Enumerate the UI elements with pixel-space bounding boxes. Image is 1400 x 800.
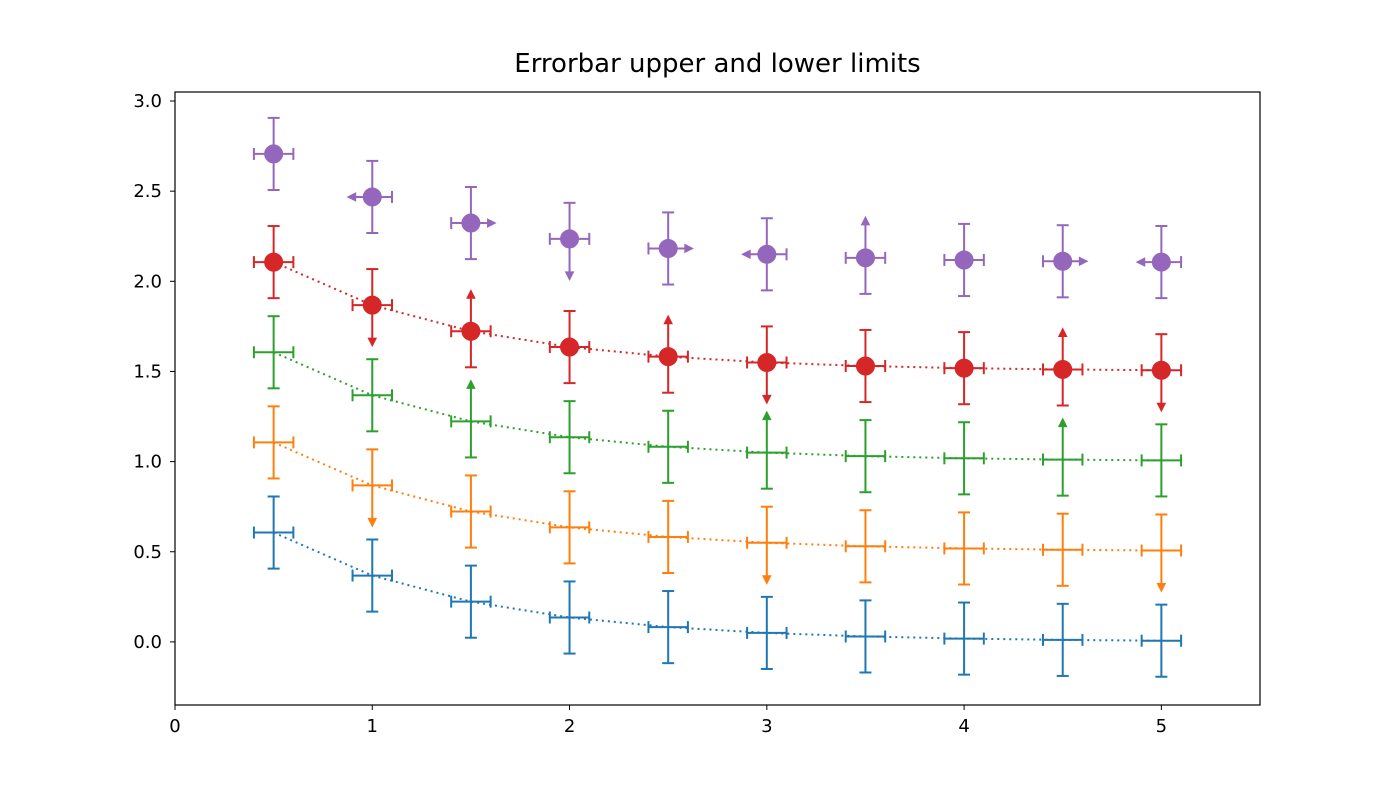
y-tick-label: 1.0 — [133, 452, 162, 473]
limit-arrow — [861, 216, 871, 226]
series-marker — [856, 357, 874, 375]
series-marker — [462, 214, 480, 232]
series-marker — [659, 348, 677, 366]
series-marker — [265, 253, 283, 271]
axes-frame — [175, 92, 1260, 705]
y-tick-label: 1.5 — [133, 361, 162, 382]
limit-arrow — [466, 289, 476, 299]
series-marker — [561, 230, 579, 248]
limit-arrow — [1157, 403, 1167, 413]
limit-arrow — [367, 338, 377, 348]
series-red — [254, 226, 1181, 412]
x-tick-label: 3 — [761, 716, 772, 737]
series-marker — [856, 249, 874, 267]
series-marker — [363, 296, 381, 314]
series-marker — [363, 188, 381, 206]
limit-arrow — [684, 244, 694, 254]
series-orange — [254, 406, 1181, 592]
x-tick-label: 1 — [367, 716, 378, 737]
chart-title: Errorbar upper and lower limits — [514, 49, 920, 79]
x-tick-label: 5 — [1156, 716, 1167, 737]
series-marker — [758, 245, 776, 263]
series-marker — [265, 145, 283, 163]
limit-arrow — [367, 518, 377, 528]
series-marker — [462, 322, 480, 340]
series-marker — [1054, 360, 1072, 378]
series-purple — [254, 118, 1181, 298]
series-green — [254, 316, 1181, 496]
series-marker — [1152, 361, 1170, 379]
plot-group — [254, 118, 1181, 677]
series-marker — [758, 353, 776, 371]
limit-arrow — [1079, 256, 1089, 266]
series-marker — [1152, 253, 1170, 271]
x-tick-label: 0 — [169, 716, 180, 737]
x-tick-label: 2 — [564, 716, 575, 737]
limit-arrow — [347, 192, 357, 202]
limit-arrow — [762, 575, 772, 585]
limit-arrow — [762, 411, 772, 421]
y-tick-label: 3.0 — [133, 91, 162, 112]
limit-arrow — [1058, 418, 1068, 428]
limit-arrow — [1157, 583, 1167, 593]
limit-arrow — [1058, 327, 1068, 337]
limit-arrow — [1136, 257, 1146, 267]
series-marker — [955, 359, 973, 377]
limit-arrow — [762, 395, 772, 405]
limit-arrow — [565, 271, 575, 281]
series-marker — [561, 338, 579, 356]
series-marker — [1054, 252, 1072, 270]
y-tick-label: 0.0 — [133, 632, 162, 653]
y-tick-label: 0.5 — [133, 542, 162, 563]
series-marker — [955, 251, 973, 269]
x-tick-label: 4 — [958, 716, 969, 737]
limit-arrow — [466, 379, 476, 389]
chart-svg: 0 1 2 3 4 5 0.0 0.5 1.0 1.5 2.0 2.5 3.0 Errorbar uppe… — [0, 0, 1400, 800]
limit-arrow — [487, 218, 497, 228]
y-tick-label: 2.5 — [133, 181, 162, 202]
series-marker — [659, 239, 677, 257]
series-blue — [254, 496, 1181, 676]
errorbar-chart: 0 1 2 3 4 5 0.0 0.5 1.0 1.5 2.0 2.5 3.0 Errorbar uppe… — [0, 0, 1400, 800]
y-tick-label: 2.0 — [133, 271, 162, 292]
limit-arrow — [741, 250, 751, 260]
limit-arrow — [663, 315, 673, 325]
series-line — [274, 262, 1162, 370]
